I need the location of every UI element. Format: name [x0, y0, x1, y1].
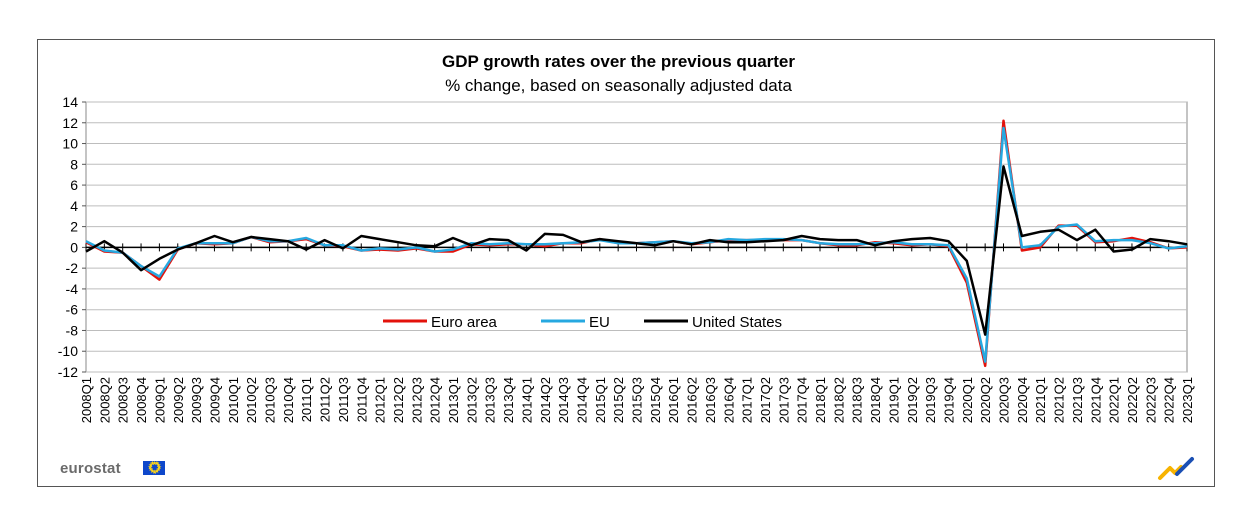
x-tick-label: 2018Q1 [813, 377, 828, 423]
x-tick-label: 2009Q3 [189, 377, 204, 423]
x-tick-label: 2019Q4 [941, 377, 956, 423]
flag-star: ★ [154, 461, 160, 468]
eurostat-mark-icon [1158, 457, 1194, 480]
x-tick-label: 2018Q2 [831, 377, 846, 423]
x-tick-label: 2015Q3 [630, 377, 645, 423]
flag-star: ★ [156, 465, 162, 471]
flag-star: ★ [148, 467, 154, 474]
x-tick-label: 2017Q4 [795, 377, 810, 423]
x-tick-label: 2009Q1 [152, 377, 167, 423]
x-tick-label: 2011Q1 [299, 377, 314, 422]
y-tick-label: -8 [66, 322, 79, 338]
y-tick-label: -6 [66, 302, 79, 318]
x-tick-label: 2008Q1 [79, 377, 94, 423]
x-tick-label: 2023Q1 [1180, 377, 1195, 423]
x-tick-label: 2011Q3 [336, 377, 351, 422]
y-tick-label: -10 [58, 343, 78, 359]
chart-subtitle: % change, based on seasonally adjusted d… [445, 76, 792, 95]
eurostat-logo: eurostat [60, 460, 121, 477]
x-tick-label: 2008Q4 [134, 377, 149, 423]
x-tick-label: 2016Q1 [666, 377, 681, 423]
x-tick-label: 2016Q2 [685, 377, 700, 423]
flag-star: ★ [149, 461, 156, 468]
x-tick-label: 2014Q2 [538, 377, 553, 423]
x-tick-label: 2012Q4 [428, 377, 443, 423]
x-tick-label: 2016Q4 [721, 377, 736, 423]
x-tick-label: 2013Q4 [501, 377, 516, 423]
x-tick-label: 2020Q2 [978, 377, 993, 423]
x-tick-label: 2022Q4 [1162, 377, 1177, 423]
flag-star: ★ [147, 465, 153, 471]
x-tick-label: 2022Q2 [1125, 377, 1140, 423]
x-tick-label: 2019Q3 [923, 377, 938, 423]
x-tick-label: 2020Q4 [1015, 377, 1030, 423]
eu-flag-icon: ★ ★ ★ ★ ★ ★ ★ ★ ★ ★ ★ ★ [143, 460, 165, 476]
y-tick-label: 4 [70, 198, 78, 214]
x-tick-label: 2012Q1 [373, 377, 388, 423]
x-tick-label: 2019Q1 [886, 377, 901, 423]
x-tick-label: 2014Q4 [574, 377, 589, 423]
x-tick-label: 2016Q3 [703, 377, 718, 423]
x-tick-label: 2010Q2 [244, 377, 259, 423]
x-tick-label: 2014Q1 [519, 377, 534, 423]
y-tick-label: -4 [66, 281, 79, 297]
x-tick-label: 2014Q3 [556, 377, 571, 423]
x-tick-label: 2008Q2 [97, 377, 112, 423]
y-tick-label: 2 [70, 219, 78, 235]
x-tick-label: 2017Q1 [740, 377, 755, 423]
x-tick-label: 2010Q4 [281, 377, 296, 423]
y-tick-label: -2 [66, 260, 79, 276]
x-tick-label: 2021Q4 [1088, 377, 1103, 423]
flag-star: ★ [152, 469, 158, 476]
x-tick-label: 2013Q3 [483, 377, 498, 423]
x-tick-label: 2011Q4 [354, 377, 369, 422]
x-tick-label: 2017Q3 [776, 377, 791, 423]
y-tick-label: 14 [62, 94, 78, 110]
flag-star: ★ [155, 462, 162, 469]
y-tick-label: 10 [62, 136, 78, 152]
legend-label: EU [589, 314, 610, 331]
series-line-united-states [85, 165, 1188, 336]
x-tick-label: 2008Q3 [116, 377, 131, 423]
chart-title: GDP growth rates over the previous quart… [442, 52, 795, 71]
x-tick-label: 2017Q2 [758, 377, 773, 423]
flag-star: ★ [149, 468, 156, 475]
legend-label: Euro area [431, 314, 498, 331]
x-tick-label: 2010Q1 [226, 377, 241, 423]
x-tick-label: 2015Q2 [611, 377, 626, 423]
y-tick-label: 8 [70, 156, 78, 172]
x-tick-label: 2019Q2 [905, 377, 920, 423]
legend-label: United States [692, 314, 782, 331]
x-tick-label: 2022Q3 [1143, 377, 1158, 423]
chart-frame [37, 39, 1215, 487]
x-tick-label: 2009Q2 [171, 377, 186, 423]
x-tick-label: 2018Q3 [850, 377, 865, 423]
x-tick-label: 2020Q1 [960, 377, 975, 423]
flag-star: ★ [154, 468, 160, 475]
x-tick-label: 2012Q2 [391, 377, 406, 423]
x-tick-label: 2015Q1 [593, 377, 608, 423]
flag-star: ★ [148, 462, 154, 469]
y-tick-label: 0 [70, 239, 78, 255]
y-tick-label: 6 [70, 177, 78, 193]
x-tick-label: 2015Q4 [648, 377, 663, 423]
x-tick-label: 2010Q3 [263, 377, 278, 423]
x-tick-label: 2022Q1 [1107, 377, 1122, 423]
x-tick-label: 2021Q2 [1052, 377, 1067, 423]
x-tick-label: 2021Q1 [1033, 377, 1048, 423]
y-tick-label: 12 [62, 115, 78, 131]
y-tick-label: -12 [58, 364, 78, 380]
x-tick-label: 2018Q4 [868, 377, 883, 423]
x-tick-label: 2020Q3 [997, 377, 1012, 423]
x-tick-label: 2013Q1 [446, 377, 461, 423]
x-tick-label: 2011Q2 [318, 377, 333, 422]
x-tick-label: 2012Q3 [409, 377, 424, 423]
x-tick-label: 2009Q4 [207, 377, 222, 423]
flag-star: ★ [155, 467, 162, 474]
flag-star: ★ [152, 460, 158, 467]
x-tick-label: 2021Q3 [1070, 377, 1085, 423]
x-tick-label: 2013Q2 [464, 377, 479, 423]
